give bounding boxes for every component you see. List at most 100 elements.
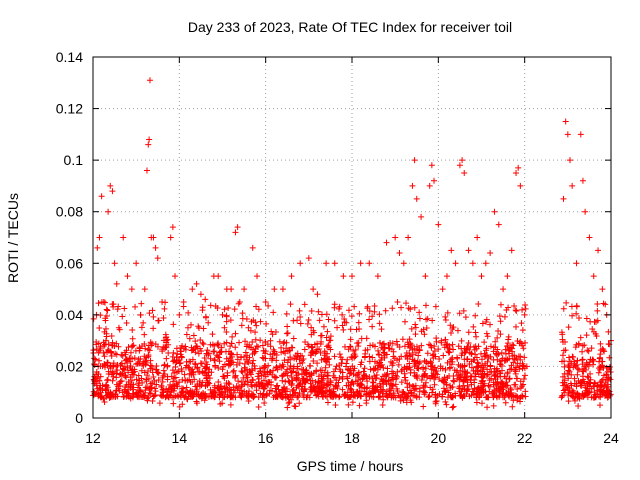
data-point: [366, 358, 373, 365]
data-point: [522, 302, 529, 309]
data-point: [301, 346, 308, 353]
data-point: [354, 393, 361, 400]
axis-ticks: [92, 56, 612, 419]
data-point: [420, 366, 427, 373]
data-point: [358, 359, 365, 366]
data-point: [348, 354, 355, 361]
data-point: [327, 337, 334, 344]
data-point: [510, 359, 517, 366]
data-point: [443, 401, 450, 408]
data-point: [423, 325, 430, 332]
data-point: [91, 355, 98, 362]
data-point: [105, 370, 112, 377]
data-point: [518, 320, 525, 327]
data-point: [200, 341, 207, 348]
data-point: [142, 387, 149, 394]
data-point: [249, 376, 256, 383]
data-point: [145, 375, 152, 382]
data-point: [221, 361, 228, 368]
data-point: [442, 398, 449, 405]
data-point: [484, 404, 491, 411]
data-point: [253, 322, 260, 329]
data-point: [505, 347, 512, 354]
data-point: [519, 327, 526, 334]
data-point: [412, 392, 419, 399]
data-point: [509, 348, 516, 355]
data-point: [148, 385, 155, 392]
data-point: [124, 273, 131, 280]
data-point: [513, 323, 520, 330]
data-point: [115, 324, 122, 331]
data-point: [457, 376, 464, 383]
data-point: [450, 372, 457, 379]
data-point: [461, 374, 468, 381]
data-point: [145, 342, 152, 349]
data-point: [480, 377, 487, 384]
data-point: [364, 384, 371, 391]
data-point: [307, 377, 314, 384]
data-point: [230, 367, 237, 374]
data-point: [442, 313, 449, 320]
data-point: [577, 334, 584, 341]
data-point: [312, 348, 319, 355]
data-point: [98, 393, 105, 400]
data-point: [477, 387, 484, 394]
data-point: [268, 328, 275, 335]
data-point: [339, 369, 346, 376]
data-point: [232, 344, 239, 351]
y-tick-label: 0.14: [56, 49, 83, 65]
data-point: [351, 392, 358, 399]
data-point: [559, 352, 566, 359]
data-point: [246, 354, 253, 361]
data-point: [494, 334, 501, 341]
data-point: [596, 366, 603, 373]
data-point: [395, 361, 402, 368]
data-point: [296, 307, 303, 314]
data-point: [285, 400, 292, 407]
data-point: [339, 311, 346, 318]
data-point: [221, 340, 228, 347]
data-point: [108, 371, 115, 378]
data-point: [497, 301, 504, 308]
data-point: [133, 260, 140, 267]
data-point: [176, 403, 183, 410]
data-point: [131, 368, 138, 375]
data-point: [264, 381, 271, 388]
data-point: [487, 321, 494, 328]
data-point: [103, 330, 110, 337]
data-point: [249, 244, 256, 251]
data-point: [283, 368, 290, 375]
data-point: [280, 363, 287, 370]
data-point: [221, 324, 228, 331]
data-point: [421, 331, 428, 338]
data-point: [428, 162, 435, 169]
data-point: [517, 356, 524, 363]
data-point: [260, 385, 267, 392]
data-point: [426, 393, 433, 400]
data-point: [288, 273, 295, 280]
data-point: [440, 352, 447, 359]
data-point: [215, 364, 222, 371]
data-point: [573, 260, 580, 267]
data-point: [140, 358, 147, 365]
data-point: [288, 374, 295, 381]
data-point: [205, 379, 212, 386]
data-point: [367, 390, 374, 397]
data-point: [576, 394, 583, 401]
data-point: [570, 393, 577, 400]
data-point: [93, 371, 100, 378]
data-point: [587, 370, 594, 377]
data-point: [599, 286, 606, 293]
data-point: [280, 340, 287, 347]
data-point: [160, 387, 167, 394]
data-point: [109, 368, 116, 375]
data-point: [514, 360, 521, 367]
data-point: [400, 397, 407, 404]
data-point: [242, 349, 249, 356]
data-point: [369, 354, 376, 361]
data-point: [369, 375, 376, 382]
data-point: [474, 234, 481, 241]
data-point: [262, 355, 269, 362]
data-point: [579, 342, 586, 349]
data-point: [308, 343, 315, 350]
